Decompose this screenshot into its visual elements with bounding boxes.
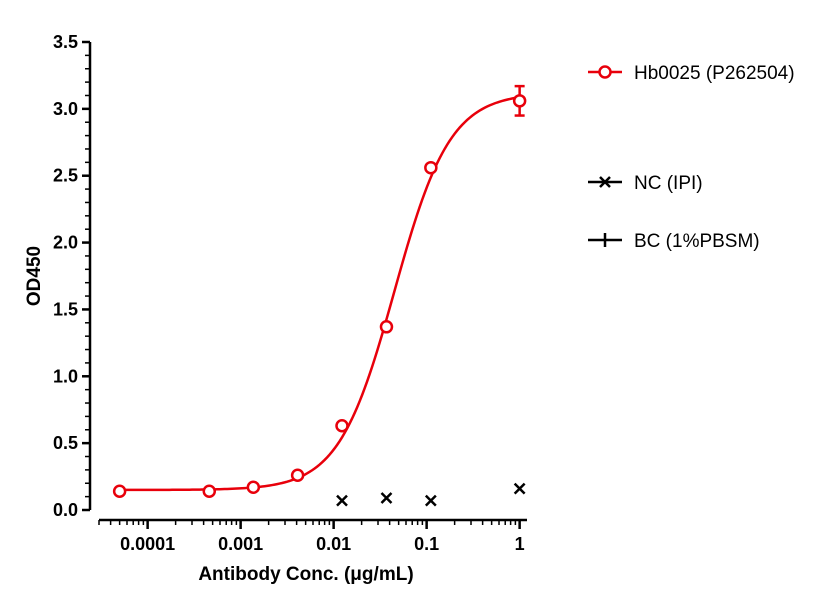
y-tick-label: 1.0 <box>53 366 78 386</box>
data-point <box>380 492 393 504</box>
legend-label: BC (1%PBSM) <box>634 231 760 252</box>
data-point <box>424 160 438 175</box>
data-point <box>290 468 305 482</box>
legend-label: NC (IPI) <box>634 173 703 194</box>
x-tick-label: 0.0001 <box>120 534 175 554</box>
x-tick-label: 0.001 <box>218 534 263 554</box>
x-axis-title: Antibody Conc. (μg/mL) <box>198 564 413 585</box>
legend-marker <box>598 65 612 79</box>
y-tick-label: 2.0 <box>53 233 78 253</box>
x-tick-label: 1 <box>515 534 525 554</box>
y-tick-label: 3.5 <box>53 32 78 52</box>
y-tick-label: 3.0 <box>53 99 78 119</box>
data-point <box>112 484 127 499</box>
data-point <box>379 320 394 334</box>
data-point <box>336 494 348 507</box>
axes: 0.0 0.5 1.0 1.5 2.0 2.5 3.0 3.5 0.0001 0.001 0.01 0… <box>53 32 527 554</box>
data-point <box>246 480 261 495</box>
y-tick-label: 0.0 <box>53 500 78 520</box>
data-point <box>512 94 527 108</box>
fit-curves <box>119 95 520 492</box>
data-markers <box>112 84 527 507</box>
legend-marker <box>599 176 611 188</box>
legend: Hb0025 (P262504) NC (IPI) BC (1%PBSM) <box>588 63 795 252</box>
y-tick-label: 0.5 <box>53 433 78 453</box>
fit-curve <box>119 95 520 492</box>
data-point <box>202 484 217 499</box>
y-axis-title: OD450 <box>24 246 45 306</box>
x-tick-label: 0.01 <box>316 534 351 554</box>
data-point <box>424 494 437 507</box>
y-tick-label: 1.5 <box>53 299 78 319</box>
y-tick-label: 2.5 <box>53 166 78 186</box>
data-point <box>335 419 349 433</box>
legend-label: Hb0025 (P262504) <box>634 63 795 84</box>
x-tick-label: 0.1 <box>414 534 439 554</box>
data-point <box>513 482 526 495</box>
